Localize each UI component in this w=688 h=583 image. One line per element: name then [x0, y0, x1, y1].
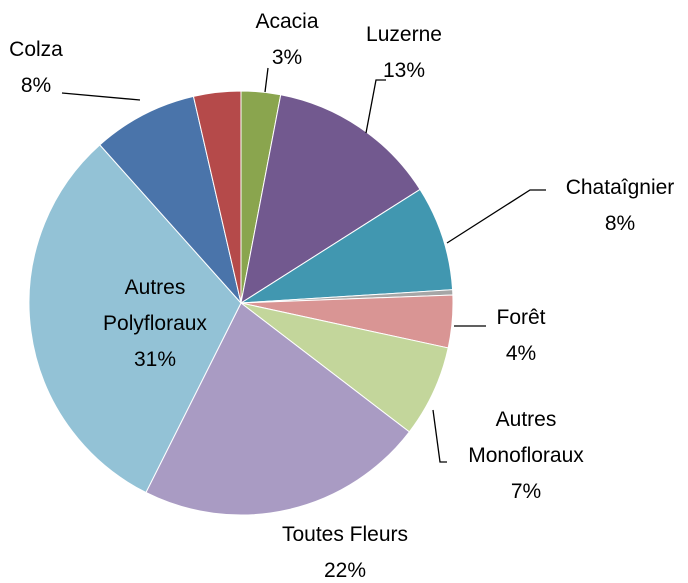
category-label: Colza: [9, 38, 63, 61]
category-label: Chataîgnier: [565, 176, 675, 199]
pie-slice: [192, 90, 242, 304]
category-label: Autres Polyfloraux: [103, 276, 207, 335]
data-label: Autres Polyfloraux 31%: [103, 270, 207, 378]
leader-line: [61, 92, 141, 101]
value-label: 8%: [604, 212, 636, 235]
data-label: Toutes Fleurs 22%: [282, 517, 408, 583]
value-label: 31%: [133, 348, 177, 371]
leader-line: [446, 189, 546, 244]
data-label: Acacia 3%: [255, 4, 318, 76]
value-label: 22%: [323, 559, 367, 582]
data-label: Forêt 4%: [496, 300, 545, 372]
data-label: Autres Monofloraux 7%: [468, 402, 584, 510]
pie-slice: [28, 144, 242, 494]
data-label: Luzerne 13%: [366, 17, 442, 89]
leader-line: [365, 79, 386, 134]
pie-slice: [145, 302, 411, 516]
pie-slice: [99, 95, 242, 304]
category-label: Forêt: [496, 306, 546, 329]
leader-line: [264, 67, 269, 93]
leader-line: [432, 409, 447, 463]
category-label: Acacia: [255, 10, 319, 33]
data-label: Colza 8%: [9, 32, 63, 104]
value-label: 3%: [271, 46, 303, 69]
pie-slice: [240, 188, 454, 304]
category-label: Autres Monofloraux: [468, 408, 584, 467]
value-label: 7%: [510, 480, 542, 503]
leader-lines: [61, 67, 546, 463]
pie-slice: [240, 94, 421, 305]
category-label: Toutes Fleurs: [281, 523, 409, 546]
value-label: 8%: [20, 74, 52, 97]
data-label: Chataîgnier 8%: [566, 170, 675, 242]
value-label: 4%: [505, 342, 537, 365]
value-label: 13%: [382, 59, 426, 82]
slices: [28, 90, 454, 516]
category-label: Luzerne: [366, 23, 442, 46]
